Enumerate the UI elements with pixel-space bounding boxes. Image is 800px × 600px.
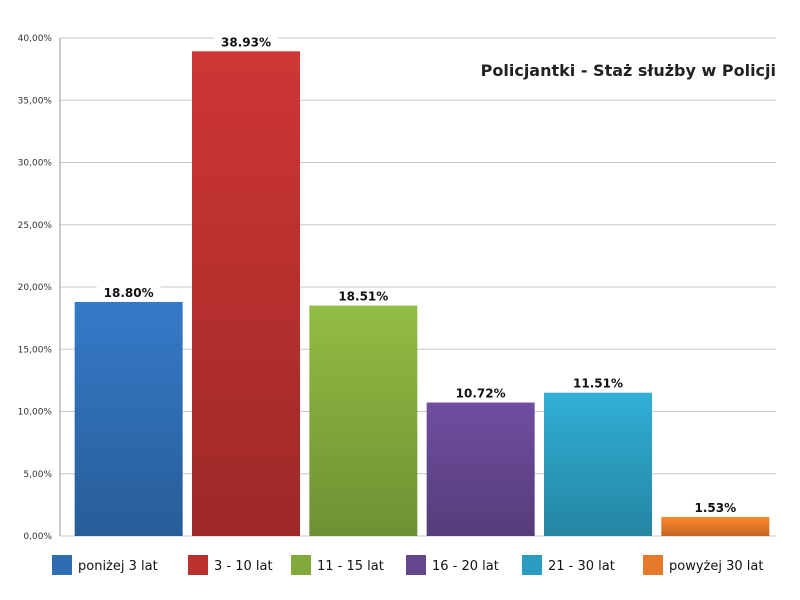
legend-swatch <box>52 555 72 575</box>
legend-swatch <box>188 555 208 575</box>
bar-5 <box>661 516 770 536</box>
legend-item: 16 - 20 lat <box>406 555 499 575</box>
legend-swatch <box>406 555 426 575</box>
legend-item: 3 - 10 lat <box>188 555 273 575</box>
data-label: 1.53% <box>695 501 737 515</box>
bar-1 <box>192 51 300 536</box>
legend-item: powyżej 30 lat <box>643 555 763 575</box>
chart-title: Policjantki - Staż służby w Policji <box>481 61 776 80</box>
data-label-bg <box>448 385 513 401</box>
data-labels: 18.80% 38.93% 18.51% 10.72% 11.51% 1.53% <box>96 34 748 515</box>
legend-item: poniżej 3 lat <box>52 555 158 575</box>
legend-label: poniżej 3 lat <box>78 559 158 574</box>
bar-2 <box>309 305 418 536</box>
legend-swatch <box>522 555 542 575</box>
data-label: 10.72% <box>456 387 506 401</box>
bar-3 <box>426 402 535 536</box>
legend-label: 11 - 15 lat <box>317 559 384 574</box>
bars <box>74 51 770 536</box>
bar-0 <box>74 301 183 536</box>
legend-swatch <box>291 555 311 575</box>
data-label-bg <box>683 499 748 515</box>
legend-item: 21 - 30 lat <box>522 555 615 575</box>
y-tick-label: 40,00% <box>18 34 53 44</box>
legend-label: 3 - 10 lat <box>214 559 273 574</box>
y-tick-label: 25,00% <box>18 221 53 231</box>
bar-4 <box>544 392 652 536</box>
data-label: 18.80% <box>104 286 154 300</box>
data-label-bg <box>331 288 396 304</box>
data-label-bg <box>566 375 630 391</box>
y-tick-label: 0,00% <box>23 532 52 542</box>
y-tick-label: 30,00% <box>18 159 53 169</box>
y-tick-label: 20,00% <box>18 283 53 293</box>
y-tick-label: 10,00% <box>18 408 53 418</box>
data-label-bg <box>214 34 278 50</box>
legend-swatch <box>643 555 663 575</box>
data-label: 38.93% <box>221 35 271 49</box>
data-label: 18.51% <box>338 290 388 304</box>
y-tick-label: 15,00% <box>18 345 53 355</box>
legend-label: powyżej 30 lat <box>669 559 763 574</box>
legend-item: 11 - 15 lat <box>291 555 384 575</box>
y-tick-label: 35,00% <box>18 96 53 106</box>
legend-label: 21 - 30 lat <box>548 559 615 574</box>
legend-label: 16 - 20 lat <box>432 559 499 574</box>
y-tick-label: 5,00% <box>23 470 52 480</box>
data-label: 11.51% <box>573 377 623 391</box>
y-axis-ticks: 0,00% 5,00% 10,00% 15,00% 20,00% 25,00% 30,00%… <box>18 34 53 542</box>
legend: poniżej 3 lat 3 - 10 lat 11 - 15 lat 16 - 2… <box>52 555 763 575</box>
data-label-bg <box>96 284 161 300</box>
